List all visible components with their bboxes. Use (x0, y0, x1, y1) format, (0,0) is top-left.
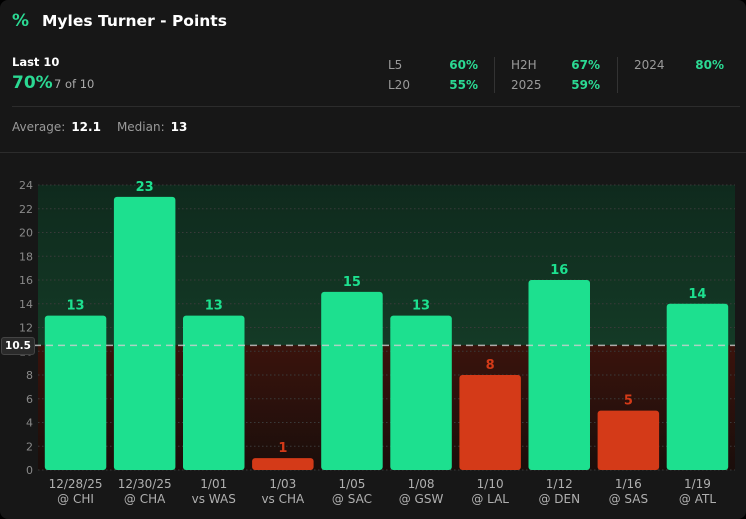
stat-value-2025: 59% (571, 78, 600, 92)
y-tick-label: 4 (26, 417, 33, 430)
x-tick-opponent: @ DEN (538, 492, 580, 506)
y-tick-label: 14 (19, 298, 33, 311)
averages-row: Average: 12.1 Median: 13 (12, 120, 197, 134)
bar (390, 315, 452, 470)
median-value: 13 (170, 120, 188, 134)
stat-label-l20: L20 (388, 78, 410, 92)
stat-value-l20: 55% (449, 78, 478, 92)
x-tick-opponent: @ SAS (609, 492, 648, 506)
x-tick-date: 1/19 (684, 477, 711, 491)
x-tick-opponent: @ LAL (471, 492, 509, 506)
stat-label-l5: L5 (388, 58, 403, 72)
x-tick-opponent: @ SAC (332, 492, 372, 506)
y-tick-label: 2 (26, 440, 33, 453)
summary-label: Last 10 (12, 55, 60, 69)
average-value: 12.1 (71, 120, 101, 134)
bar (252, 458, 314, 470)
points-bar-chart: 0246810121416182022241312/28/25@ CHI2312… (19, 179, 735, 506)
divider (0, 152, 746, 153)
bar (666, 303, 729, 470)
bar-value-label: 14 (688, 287, 706, 302)
bar (113, 196, 176, 470)
stat-label-h2h: H2H (511, 58, 537, 72)
prop-line-label: 10.5 (1, 337, 35, 355)
header: % Myles Turner - Points (12, 10, 227, 32)
bar-value-label: 23 (136, 180, 154, 195)
bar (597, 410, 660, 470)
stat-value-l5: 60% (449, 58, 478, 72)
y-tick-label: 20 (19, 227, 33, 240)
x-tick-opponent: @ CHA (124, 492, 166, 506)
stat-label-2025: 2025 (511, 78, 542, 92)
x-tick-date: 12/30/25 (118, 477, 172, 491)
bar-value-label: 13 (205, 299, 223, 314)
bar-value-label: 16 (550, 263, 568, 278)
bar-value-label: 13 (67, 299, 85, 314)
bar (321, 291, 383, 470)
y-tick-label: 24 (19, 179, 33, 192)
bar (528, 280, 590, 470)
x-tick-date: 1/08 (408, 477, 435, 491)
bar (183, 315, 245, 470)
bar-value-label: 1 (278, 441, 287, 456)
y-tick-label: 16 (19, 274, 33, 287)
y-tick-label: 12 (19, 322, 33, 335)
x-tick-date: 1/05 (338, 477, 365, 491)
hit-count: 7 of 10 (54, 77, 95, 91)
y-tick-label: 22 (19, 203, 33, 216)
x-tick-date: 1/10 (477, 477, 504, 491)
hit-rate: 70% (12, 73, 53, 93)
x-tick-opponent: vs WAS (192, 492, 236, 506)
stat-value-2024: 80% (695, 58, 724, 72)
bar (44, 315, 107, 470)
y-tick-label: 0 (26, 464, 33, 477)
x-tick-opponent: @ CHI (57, 492, 94, 506)
median-label: Median: (116, 120, 165, 134)
percent-icon: % (12, 11, 30, 31)
page-title: Myles Turner - Points (42, 12, 227, 30)
bar-value-label: 13 (412, 299, 430, 314)
average-label: Average: (12, 120, 66, 134)
y-tick-label: 8 (26, 369, 33, 382)
stat-divider (494, 57, 495, 93)
x-tick-opponent: @ ATL (679, 492, 716, 506)
bar-value-label: 8 (486, 358, 495, 373)
stat-divider (617, 57, 618, 93)
y-tick-label: 18 (19, 250, 33, 263)
bar-value-label: 5 (624, 394, 633, 409)
stat-value-h2h: 67% (571, 58, 600, 72)
bar (459, 375, 521, 470)
x-tick-date: 1/12 (546, 477, 573, 491)
x-tick-date: 1/03 (269, 477, 296, 491)
x-tick-opponent: vs CHA (261, 492, 305, 506)
divider (12, 106, 740, 107)
stat-label-2024: 2024 (634, 58, 665, 72)
y-tick-label: 6 (26, 393, 33, 406)
x-tick-date: 1/01 (200, 477, 227, 491)
x-tick-date: 1/16 (615, 477, 642, 491)
x-tick-date: 12/28/25 (49, 477, 103, 491)
x-tick-opponent: @ GSW (399, 492, 444, 506)
bar-value-label: 15 (343, 275, 361, 290)
